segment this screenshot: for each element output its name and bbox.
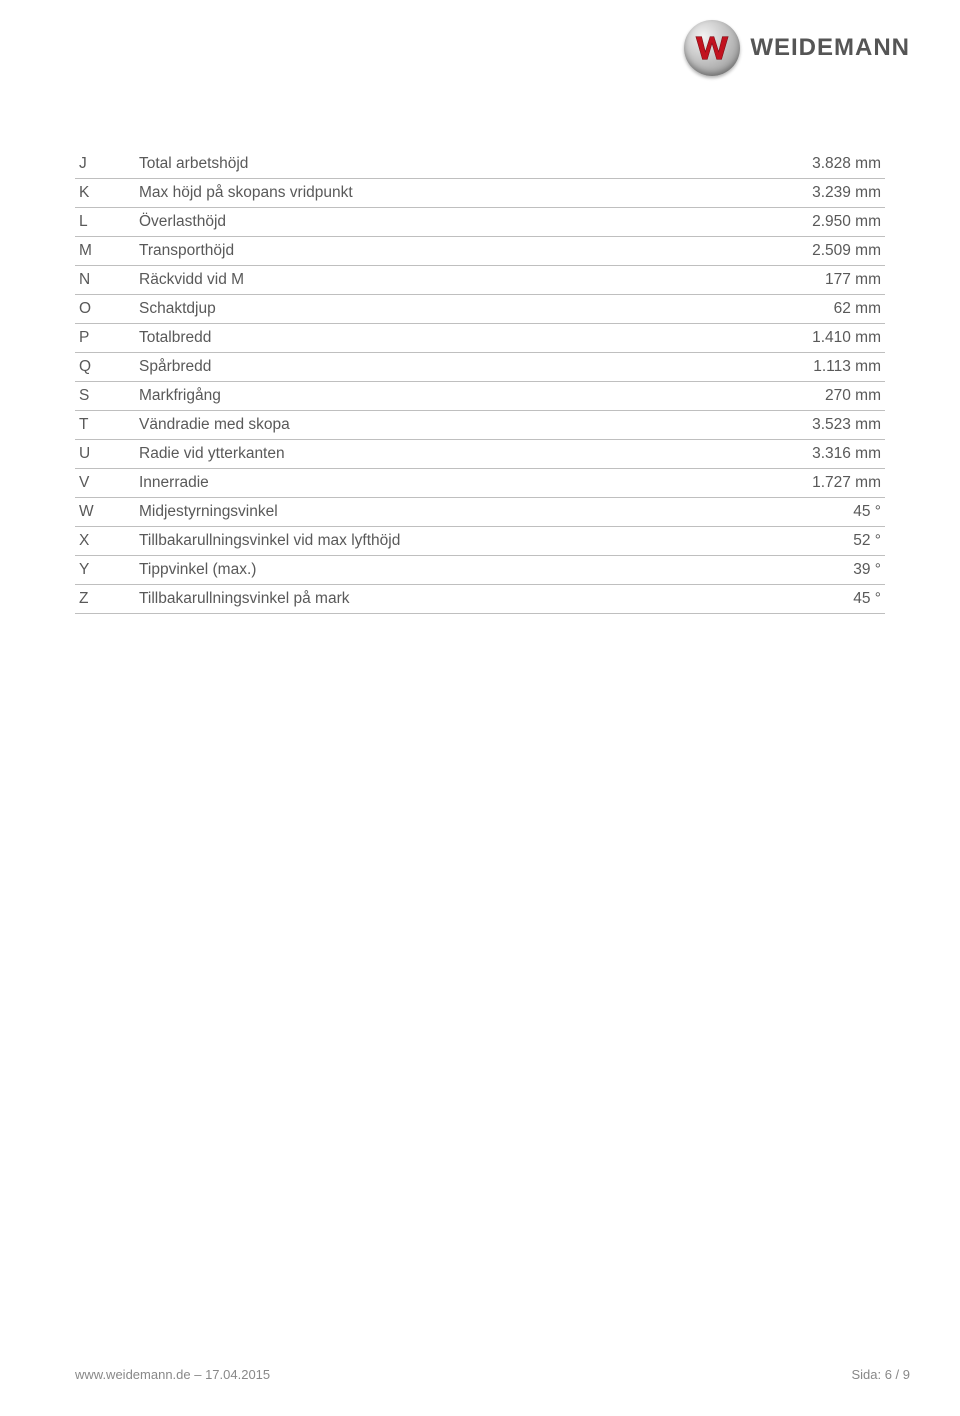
row-label: Räckvidd vid M: [135, 266, 718, 295]
table-row: TVändradie med skopa3.523 mm: [75, 411, 885, 440]
table-row: KMax höjd på skopans vridpunkt3.239 mm: [75, 179, 885, 208]
row-label: Total arbetshöjd: [135, 150, 718, 179]
row-value: 2.509 mm: [718, 237, 885, 266]
table-row: ZTillbakarullningsvinkel på mark45 °: [75, 585, 885, 614]
row-value: 3.523 mm: [718, 411, 885, 440]
table-row: MTransporthöjd2.509 mm: [75, 237, 885, 266]
brand-name: WEIDEMANN: [750, 34, 910, 62]
spec-table-container: JTotal arbetshöjd3.828 mmKMax höjd på sk…: [75, 150, 885, 614]
row-value: 270 mm: [718, 382, 885, 411]
row-value: 3.828 mm: [718, 150, 885, 179]
row-value: 1.727 mm: [718, 469, 885, 498]
table-row: NRäckvidd vid M177 mm: [75, 266, 885, 295]
row-value: 45 °: [718, 498, 885, 527]
row-letter: U: [75, 440, 135, 469]
row-letter: M: [75, 237, 135, 266]
row-letter: Z: [75, 585, 135, 614]
table-row: XTillbakarullningsvinkel vid max lyfthöj…: [75, 527, 885, 556]
row-label: Tillbakarullningsvinkel vid max lyfthöjd: [135, 527, 718, 556]
row-letter: L: [75, 208, 135, 237]
table-row: VInnerradie1.727 mm: [75, 469, 885, 498]
row-label: Totalbredd: [135, 324, 718, 353]
row-value: 3.239 mm: [718, 179, 885, 208]
table-row: WMidjestyrningsvinkel45 °: [75, 498, 885, 527]
table-row: LÖverlasthöjd2.950 mm: [75, 208, 885, 237]
row-label: Spårbredd: [135, 353, 718, 382]
row-label: Vändradie med skopa: [135, 411, 718, 440]
row-letter: J: [75, 150, 135, 179]
row-label: Tillbakarullningsvinkel på mark: [135, 585, 718, 614]
row-label: Midjestyrningsvinkel: [135, 498, 718, 527]
row-value: 52 °: [718, 527, 885, 556]
row-label: Radie vid ytterkanten: [135, 440, 718, 469]
row-letter: K: [75, 179, 135, 208]
spec-table: JTotal arbetshöjd3.828 mmKMax höjd på sk…: [75, 150, 885, 614]
row-letter: S: [75, 382, 135, 411]
footer-right: Sida: 6 / 9: [851, 1367, 910, 1382]
row-label: Transporthöjd: [135, 237, 718, 266]
page: WEIDEMANN JTotal arbetshöjd3.828 mmKMax …: [0, 0, 960, 1416]
row-value: 177 mm: [718, 266, 885, 295]
row-value: 39 °: [718, 556, 885, 585]
row-letter: V: [75, 469, 135, 498]
table-row: JTotal arbetshöjd3.828 mm: [75, 150, 885, 179]
table-row: QSpårbredd1.113 mm: [75, 353, 885, 382]
row-letter: P: [75, 324, 135, 353]
row-letter: Q: [75, 353, 135, 382]
table-row: SMarkfrigång270 mm: [75, 382, 885, 411]
header: WEIDEMANN: [684, 20, 910, 76]
brand-logo-icon: [684, 20, 740, 76]
footer: www.weidemann.de – 17.04.2015 Sida: 6 / …: [75, 1367, 910, 1382]
row-letter: Y: [75, 556, 135, 585]
row-letter: O: [75, 295, 135, 324]
row-value: 62 mm: [718, 295, 885, 324]
row-value: 1.410 mm: [718, 324, 885, 353]
row-letter: N: [75, 266, 135, 295]
row-label: Schaktdjup: [135, 295, 718, 324]
row-letter: X: [75, 527, 135, 556]
row-letter: T: [75, 411, 135, 440]
row-label: Max höjd på skopans vridpunkt: [135, 179, 718, 208]
table-row: URadie vid ytterkanten3.316 mm: [75, 440, 885, 469]
row-label: Tippvinkel (max.): [135, 556, 718, 585]
row-label: Innerradie: [135, 469, 718, 498]
row-value: 2.950 mm: [718, 208, 885, 237]
row-value: 3.316 mm: [718, 440, 885, 469]
w-logo-icon: [693, 29, 731, 67]
row-letter: W: [75, 498, 135, 527]
table-row: OSchaktdjup62 mm: [75, 295, 885, 324]
row-label: Överlasthöjd: [135, 208, 718, 237]
row-label: Markfrigång: [135, 382, 718, 411]
table-row: YTippvinkel (max.)39 °: [75, 556, 885, 585]
table-row: PTotalbredd1.410 mm: [75, 324, 885, 353]
row-value: 45 °: [718, 585, 885, 614]
row-value: 1.113 mm: [718, 353, 885, 382]
footer-left: www.weidemann.de – 17.04.2015: [75, 1367, 270, 1382]
